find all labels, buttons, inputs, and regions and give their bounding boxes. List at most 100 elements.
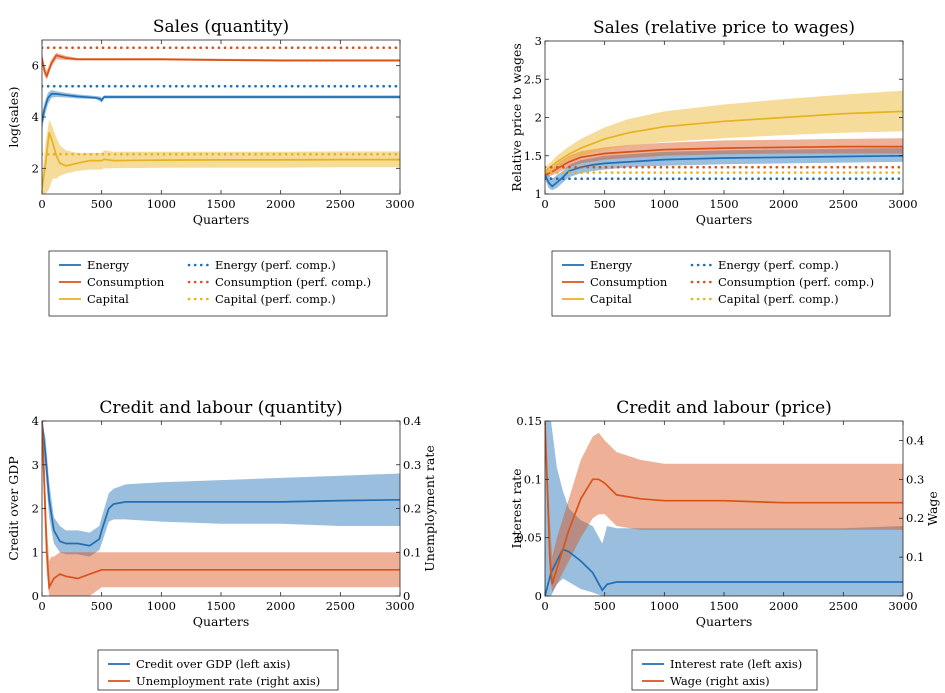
confidence-band — [545, 148, 903, 191]
x-tick-label: 2500 — [829, 197, 858, 211]
legend-label: Interest rate (left axis) — [670, 657, 802, 671]
y-axis-label: log(sales) — [6, 87, 21, 148]
x-tick-label: 1000 — [650, 599, 679, 613]
legend-label: Capital (perf. comp.) — [215, 292, 336, 306]
plot-area — [42, 46, 400, 194]
y-tick-label: 4 — [32, 110, 39, 124]
confidence-band — [42, 421, 400, 557]
x-tick-label: 500 — [594, 197, 616, 211]
y-tick-label: 0.15 — [516, 414, 542, 428]
x-axis-label: Quarters — [696, 614, 753, 629]
confidence-band — [42, 52, 400, 80]
x-tick-label: 0 — [541, 197, 548, 211]
x-tick-label: 1000 — [147, 599, 176, 613]
plot-area — [545, 90, 903, 191]
x-tick-label: 2000 — [266, 197, 295, 211]
series-line — [42, 421, 400, 591]
x-tick-label: 500 — [594, 599, 616, 613]
y-tick-label: 1 — [32, 545, 39, 559]
legend-label: Energy — [590, 258, 632, 272]
x-tick-label: 1000 — [147, 197, 176, 211]
y-tick-label: 0.1 — [524, 472, 542, 486]
y-tick-label: 6 — [32, 59, 39, 73]
panel-credit-labour-quantity: Credit and labour (quantity) 0 500 1000 1500… — [6, 398, 437, 691]
y2-tick-label: 0.2 — [403, 502, 421, 516]
y2-tick-label: 0.1 — [906, 550, 924, 564]
legend-label: Energy (perf. comp.) — [718, 258, 839, 272]
x-tick-label: 1500 — [709, 197, 738, 211]
axes-box — [41, 39, 401, 195]
confidence-band — [42, 90, 400, 130]
confidence-band — [545, 90, 903, 175]
legend-label: Unemployment rate (right axis) — [136, 674, 320, 688]
series-line — [42, 421, 400, 547]
y-axis-label: Relative price to wages — [509, 43, 524, 192]
y-tick-label: 0 — [32, 589, 39, 603]
chart-title: Credit and labour (price) — [616, 398, 832, 418]
x-tick-label: 3000 — [888, 197, 917, 211]
y-tick-label: 3 — [535, 34, 542, 48]
legend: Energy Consumption Capital Energy (perf. co… — [48, 250, 388, 317]
x-axis-label: Quarters — [193, 212, 250, 227]
y-tick-label: 3 — [32, 458, 39, 472]
confidence-band — [42, 119, 400, 194]
legend-label: Consumption (perf. comp.) — [215, 275, 371, 289]
legend-box — [551, 250, 891, 317]
plot-area — [545, 421, 903, 596]
y-tick-label: 1 — [535, 187, 542, 201]
legend-label: Credit over GDP (left axis) — [136, 657, 291, 671]
x-tick-label: 500 — [91, 197, 113, 211]
x-tick-label: 1500 — [709, 599, 738, 613]
legend: Interest rate (left axis) Wage (right axi… — [631, 649, 818, 691]
x-tick-label: 2500 — [326, 197, 355, 211]
x-tick-label: 3000 — [385, 197, 414, 211]
y2-tick-label: 0.3 — [906, 472, 924, 486]
confidence-band — [545, 421, 903, 593]
chart-title: Sales (relative price to wages) — [593, 18, 855, 38]
x-tick-label: 0 — [38, 599, 45, 613]
chart-title: Sales (quantity) — [153, 17, 289, 37]
y2-axis-label: Unemployment rate — [422, 445, 437, 572]
y-tick-label: 0 — [535, 589, 542, 603]
x-tick-label: 3000 — [888, 599, 917, 613]
panel-sales-quantity: Sales (quantity) 0 500 1000 1500 2000 2500 3000… — [6, 17, 415, 317]
legend-label: Consumption — [87, 275, 165, 289]
x-axis-label: Quarters — [193, 614, 250, 629]
series-line — [545, 548, 903, 596]
y2-tick-label: 0 — [403, 589, 410, 603]
y-tick-label: 2 — [535, 111, 542, 125]
legend-label: Capital — [87, 292, 129, 306]
y-tick-label: 4 — [32, 414, 39, 428]
legend-label: Consumption (perf. comp.) — [718, 275, 874, 289]
series-line — [42, 93, 400, 123]
x-tick-label: 1500 — [206, 599, 235, 613]
panel-sales-relative-price: Sales (relative price to wages) 0 500 1000 1… — [509, 18, 918, 317]
y2-axis-label: Wage — [925, 491, 940, 526]
x-tick-label: 2000 — [769, 599, 798, 613]
legend-label: Capital — [590, 292, 632, 306]
y-tick-label: 1.5 — [524, 149, 542, 163]
y2-tick-label: 0 — [906, 589, 913, 603]
panel-credit-labour-price: Credit and labour (price) 0 500 1000 1500 200… — [509, 398, 940, 691]
legend-label: Energy (perf. comp.) — [215, 258, 336, 272]
series-line — [545, 421, 903, 585]
y-axis-label: Credit over GDP — [6, 456, 21, 560]
series-line — [545, 145, 903, 176]
x-tick-label: 0 — [541, 599, 548, 613]
y2-tick-label: 0.4 — [906, 433, 924, 447]
y2-tick-label: 0.3 — [403, 458, 421, 472]
y-tick-label: 0.05 — [516, 531, 542, 545]
x-tick-label: 2500 — [829, 599, 858, 613]
confidence-band — [545, 138, 903, 178]
legend-box — [48, 250, 388, 317]
legend-label: Wage (right axis) — [670, 674, 770, 688]
y-axis-label: Interest rate — [509, 468, 524, 548]
y2-tick-label: 0.1 — [403, 545, 421, 559]
series-line — [42, 132, 400, 190]
y-tick-label: 2 — [32, 502, 39, 516]
x-axis-label: Quarters — [696, 212, 753, 227]
legend-box — [631, 649, 818, 691]
legend-label: Energy — [87, 258, 129, 272]
legend: Energy Consumption Capital Energy (perf. co… — [551, 250, 891, 317]
y2-tick-label: 0.4 — [403, 414, 421, 428]
